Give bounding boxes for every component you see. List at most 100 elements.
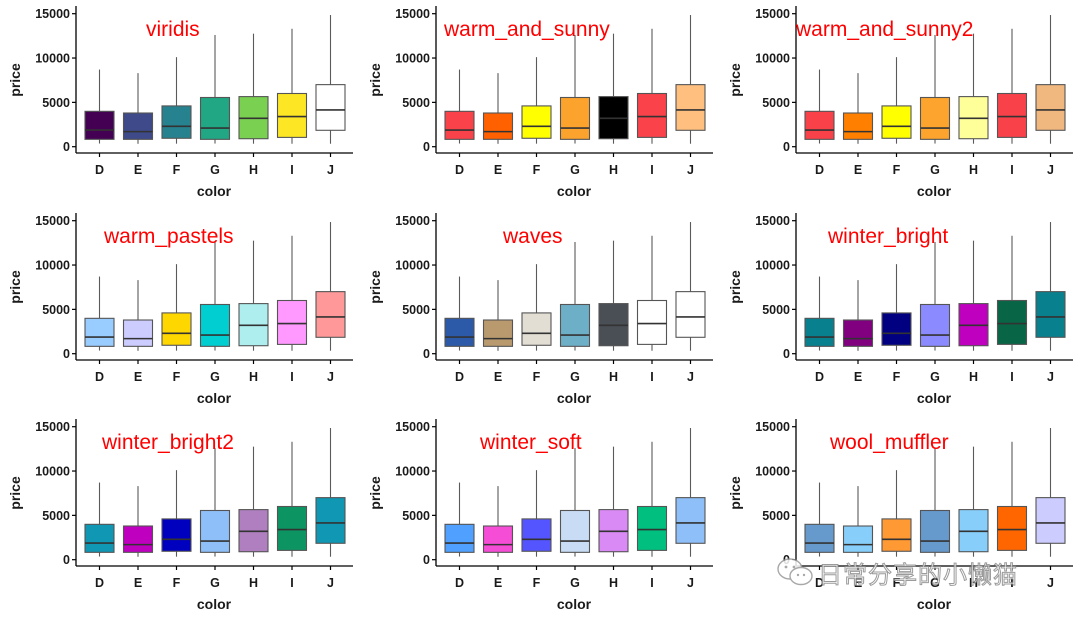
box-body: [1035, 497, 1066, 544]
x-tick-label: I: [650, 163, 653, 177]
y-tick-label: 5000: [762, 96, 790, 110]
panel-title: waves: [502, 225, 563, 248]
box-I: [996, 28, 1028, 144]
box-J: [675, 15, 706, 144]
y-tick-label: 0: [783, 140, 790, 154]
y-tick-label: 15000: [755, 214, 790, 228]
x-tick-label: G: [930, 576, 940, 590]
y-axis-title: price: [727, 63, 743, 97]
box-body: [521, 105, 552, 139]
box-body: [276, 299, 308, 345]
box-body: [919, 509, 951, 553]
y-axis-title: price: [367, 476, 383, 510]
box-D: [84, 276, 115, 351]
box-body: [84, 110, 115, 140]
box-I: [996, 235, 1028, 351]
x-tick-label: H: [249, 163, 258, 177]
box-D: [84, 482, 115, 557]
x-tick-label: D: [95, 163, 104, 177]
x-tick-label: D: [95, 576, 104, 590]
box-body: [199, 303, 231, 347]
x-tick-label: G: [570, 576, 580, 590]
x-tick-label: E: [494, 163, 502, 177]
box-D: [444, 276, 475, 351]
x-tick-label: J: [327, 163, 334, 177]
box-body: [122, 318, 154, 347]
x-tick-label: H: [969, 576, 978, 590]
box-body: [996, 299, 1028, 345]
x-tick-label: D: [455, 370, 464, 384]
x-tick-label: G: [210, 576, 220, 590]
box-body: [842, 525, 874, 553]
x-axis-title: color: [557, 183, 592, 199]
box-G: [199, 447, 231, 557]
box-body: [1035, 84, 1066, 131]
x-tick-label: D: [815, 370, 824, 384]
box-H: [958, 446, 989, 557]
box-body: [881, 311, 912, 346]
box-body: [482, 525, 514, 553]
y-tick-label: 10000: [755, 52, 790, 66]
y-axis-title: price: [7, 476, 23, 510]
box-G: [199, 34, 231, 144]
box-body: [842, 318, 874, 347]
box-H: [598, 33, 629, 144]
x-axis-title: color: [197, 596, 232, 612]
box-body: [996, 92, 1028, 138]
x-tick-label: E: [854, 576, 862, 590]
y-axis-title: price: [727, 270, 743, 304]
y-tick-label: 0: [63, 140, 70, 154]
y-tick-label: 5000: [42, 96, 70, 110]
box-body: [199, 96, 231, 140]
box-F: [881, 470, 912, 557]
box-E: [842, 486, 874, 557]
box-body: [521, 311, 552, 346]
y-tick-label: 0: [783, 553, 790, 567]
x-tick-label: D: [815, 163, 824, 177]
x-tick-label: F: [893, 163, 901, 177]
x-tick-label: I: [650, 576, 653, 590]
box-H: [598, 240, 629, 351]
box-H: [238, 240, 269, 351]
y-tick-label: 10000: [395, 258, 430, 272]
x-tick-label: J: [687, 370, 694, 384]
box-F: [521, 57, 552, 144]
box-body: [636, 92, 668, 138]
x-tick-label: E: [134, 576, 142, 590]
box-H: [238, 33, 269, 144]
y-tick-label: 15000: [395, 420, 430, 434]
box-body: [482, 318, 514, 347]
x-tick-label: J: [1047, 163, 1054, 177]
panel-title: warm_and_sunny2: [795, 18, 973, 41]
box-H: [958, 240, 989, 351]
x-tick-label: H: [609, 370, 618, 384]
box-D: [804, 276, 835, 351]
box-F: [161, 470, 192, 557]
box-F: [881, 57, 912, 144]
x-tick-label: F: [533, 163, 541, 177]
y-tick-label: 15000: [35, 7, 70, 21]
box-E: [842, 279, 874, 351]
box-J: [1035, 221, 1066, 351]
x-tick-label: J: [327, 576, 334, 590]
y-tick-label: 5000: [402, 302, 430, 316]
panel-title: warm_pastels: [103, 225, 234, 248]
box-I: [276, 235, 308, 351]
y-axis-title: price: [367, 63, 383, 97]
x-tick-label: D: [815, 576, 824, 590]
x-tick-label: D: [455, 163, 464, 177]
y-tick-label: 5000: [42, 302, 70, 316]
x-tick-label: F: [173, 370, 181, 384]
box-I: [636, 235, 668, 351]
x-tick-label: F: [173, 576, 181, 590]
